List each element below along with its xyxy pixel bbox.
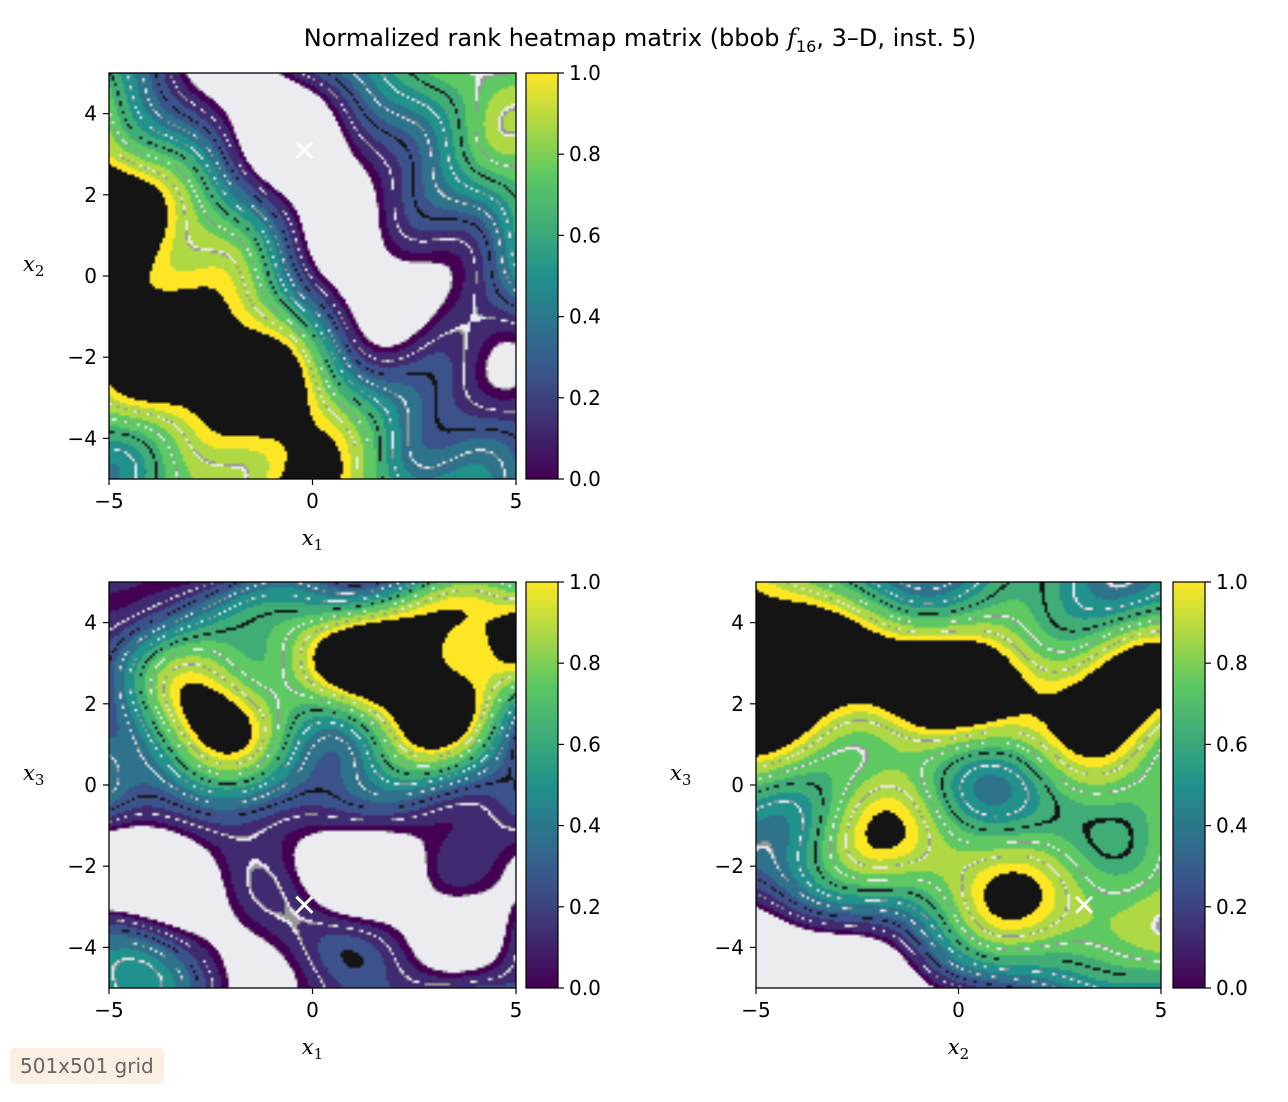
colorbar-tick-label: 0.8 <box>1216 651 1248 675</box>
x-tick-label: 5 <box>510 998 523 1022</box>
heatmap-panel-x1-x3: −5 0 5 −4 −2 0 2 4 x1 x3 0.0 0.2 0.4 0.6 0.8 1.0 <box>23 570 601 1063</box>
colorbar-tick-label: 1.0 <box>1216 570 1248 594</box>
colorbar-tick-label: 0.0 <box>569 976 601 1000</box>
colorbar-tick-label: 0.4 <box>569 305 601 329</box>
colorbar: 0.0 0.2 0.4 0.6 0.8 1.0 <box>1172 570 1248 1000</box>
x-tick-label: −5 <box>94 489 123 513</box>
y-tick-label: −4 <box>68 426 97 450</box>
colorbar-tick-label: 0.8 <box>569 651 601 675</box>
colorbar-tick-label: 0.4 <box>569 814 601 838</box>
colorbar-tick-label: 0.6 <box>569 223 601 247</box>
y-tick-label: 4 <box>731 611 744 635</box>
colorbar-tick-label: 0.0 <box>1216 976 1248 1000</box>
figure-title: Normalized rank heatmap matrix (bbob f16… <box>304 24 977 56</box>
colorbar-tick-label: 1.0 <box>569 61 601 85</box>
heatmap-panel-x2-x3: −5 0 5 −4 −2 0 2 4 x2 x3 0.0 0.2 0.4 0.6 0.8 1.0 <box>670 570 1248 1063</box>
y-tick-label: 2 <box>84 183 97 207</box>
colorbar-tick-label: 0.6 <box>1216 732 1248 756</box>
y-tick-label: −4 <box>715 935 744 959</box>
colorbar: 0.0 0.2 0.4 0.6 0.8 1.0 <box>525 570 601 1000</box>
colorbar-tick-label: 1.0 <box>569 570 601 594</box>
y-tick-label: −2 <box>68 345 97 369</box>
heatmap-panel-x1-x2: −5 0 5 −4 −2 0 2 4 x1 x2 0.0 0.2 0.4 0.6 0.8 1.0 <box>23 61 601 554</box>
grid-size-note: 501x501 grid <box>10 1048 164 1084</box>
y-tick-label: 0 <box>84 264 97 288</box>
y-axis-label: x3 <box>23 761 44 789</box>
y-tick-label: 2 <box>84 692 97 716</box>
y-tick-label: 0 <box>731 773 744 797</box>
x-tick-label: 5 <box>1155 998 1168 1022</box>
colorbar-tick-label: 0.8 <box>569 142 601 166</box>
colorbar-tick-label: 0.2 <box>569 386 601 410</box>
x-tick-label: 0 <box>306 489 319 513</box>
x-tick-label: −5 <box>741 998 770 1022</box>
heatmap-image <box>109 582 516 988</box>
x-axis-label: x1 <box>302 1035 323 1063</box>
colorbar-gradient <box>525 72 559 480</box>
y-tick-label: −4 <box>68 935 97 959</box>
colorbar-tick-label: 0.4 <box>1216 814 1248 838</box>
optimum-marker <box>1074 895 1094 914</box>
heatmap-image <box>109 73 516 479</box>
colorbar: 0.0 0.2 0.4 0.6 0.8 1.0 <box>525 61 601 491</box>
y-tick-label: 2 <box>731 692 744 716</box>
x-tick-label: 0 <box>952 998 965 1022</box>
y-axis-label: x2 <box>23 252 44 280</box>
y-tick-label: 4 <box>84 611 97 635</box>
x-axis-label: x1 <box>302 526 323 554</box>
colorbar-tick-label: 0.2 <box>569 895 601 919</box>
heatmap-image <box>756 582 1161 988</box>
colorbar-tick-label: 0.0 <box>569 467 601 491</box>
colorbar-tick-label: 0.2 <box>1216 895 1248 919</box>
colorbar-gradient <box>525 581 559 989</box>
y-tick-label: 0 <box>84 773 97 797</box>
y-tick-label: 4 <box>84 102 97 126</box>
y-axis-label: x3 <box>670 761 691 789</box>
x-tick-label: 0 <box>306 998 319 1022</box>
y-tick-label: −2 <box>68 854 97 878</box>
colorbar-gradient <box>1172 581 1206 989</box>
colorbar-tick-label: 0.6 <box>569 732 601 756</box>
x-tick-label: −5 <box>94 998 123 1022</box>
y-tick-label: −2 <box>715 854 744 878</box>
x-tick-label: 5 <box>510 489 523 513</box>
optimum-marker <box>295 895 314 914</box>
optimum-marker <box>295 141 314 160</box>
x-axis-label: x2 <box>948 1035 969 1063</box>
